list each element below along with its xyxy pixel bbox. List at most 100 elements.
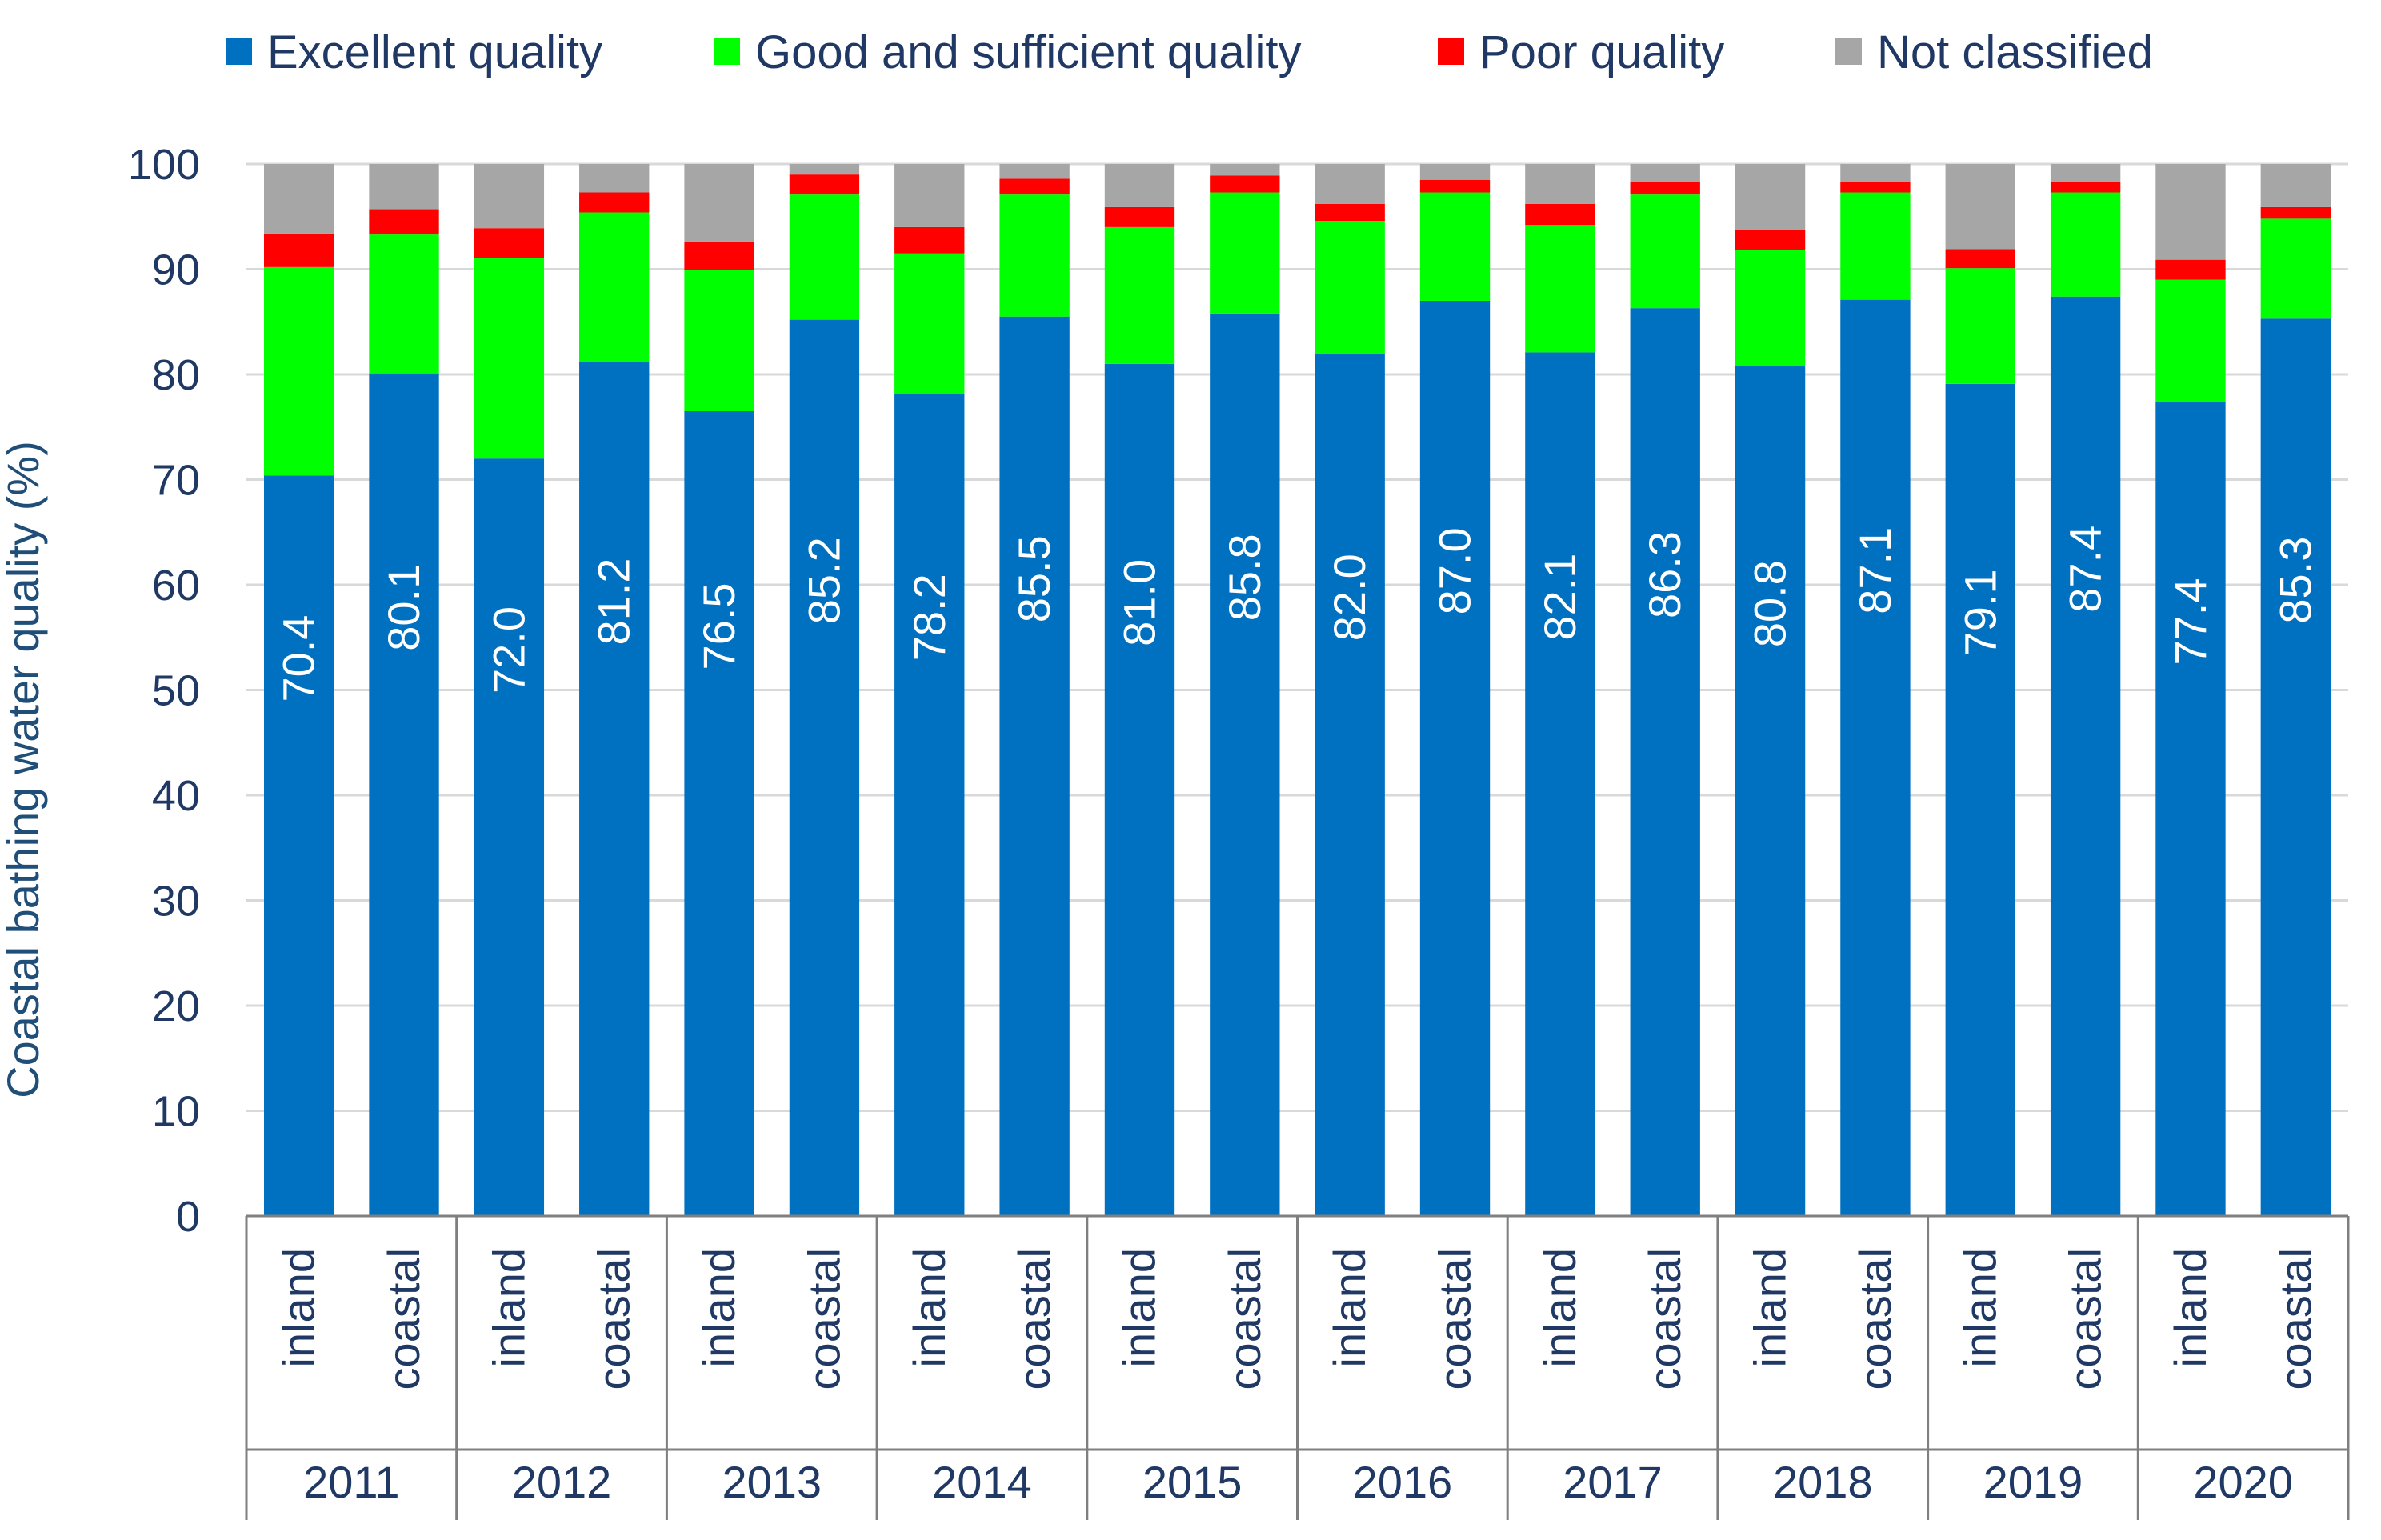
x-category-label: coastal — [1850, 1248, 1900, 1390]
x-category-label: coastal — [1009, 1248, 1059, 1390]
x-category-label: inland — [694, 1248, 744, 1367]
data-label: 81.0 — [1114, 559, 1164, 646]
bar-segment-excellent-quality — [1104, 363, 1175, 1217]
bar-segment-not-classified — [1945, 164, 2015, 250]
legend-swatch — [226, 38, 252, 65]
data-label: 86.3 — [1639, 531, 1690, 618]
bar-segment-not-classified — [1840, 164, 1911, 182]
x-group-label: 2012 — [512, 1457, 612, 1507]
legend-label: Poor quality — [1479, 26, 1724, 78]
y-axis-gridlines — [246, 162, 2348, 1218]
bar-segment-excellent-quality — [1315, 353, 1385, 1217]
x-group-label: 2018 — [1773, 1457, 1873, 1507]
y-tick-label: 20 — [152, 982, 200, 1030]
bar-segment-not-classified — [1210, 164, 1280, 176]
bar-segment-poor-quality — [2260, 206, 2331, 219]
bar-segment-poor-quality — [789, 174, 860, 195]
legend-label: Good and sufficient quality — [755, 26, 1302, 78]
bar-segment-poor-quality — [999, 178, 1070, 195]
x-group-label: 2013 — [722, 1457, 822, 1507]
x-category-label: coastal — [1219, 1248, 1270, 1390]
y-tick-label: 50 — [152, 667, 200, 715]
x-category-label: coastal — [378, 1248, 429, 1390]
bar-segment-good-and-sufficient-quality — [1735, 250, 1806, 366]
y-tick-label: 10 — [152, 1088, 200, 1136]
bar-segment-not-classified — [474, 164, 545, 229]
bar-segment-poor-quality — [1945, 249, 2015, 269]
x-group-label: 2017 — [1563, 1457, 1663, 1507]
bar-segment-poor-quality — [1419, 179, 1491, 193]
x-category-label: coastal — [1639, 1248, 1690, 1390]
bar-segment-not-classified — [1525, 164, 1595, 204]
x-category-label: inland — [1114, 1248, 1164, 1367]
bar-segment-good-and-sufficient-quality — [264, 266, 334, 476]
data-label: 81.2 — [589, 558, 639, 646]
data-label: 85.5 — [1009, 535, 1059, 622]
bar-segment-good-and-sufficient-quality — [369, 234, 439, 374]
legend-swatch — [1835, 38, 1862, 65]
bar-segment-good-and-sufficient-quality — [1630, 194, 1700, 309]
y-tick-label: 90 — [152, 246, 200, 294]
data-label: 87.4 — [2060, 526, 2111, 613]
bar-segment-not-classified — [2155, 164, 2226, 260]
bar-segment-poor-quality — [579, 192, 650, 213]
y-axis-label: Coastal bathing water quality (%) — [0, 441, 48, 1098]
x-category-label: inland — [1745, 1248, 1795, 1367]
data-label: 87.0 — [1430, 527, 1480, 614]
bar-segment-excellent-quality — [1945, 383, 2015, 1217]
bar-segment-good-and-sufficient-quality — [2050, 192, 2121, 297]
data-label: 79.1 — [1955, 569, 2005, 656]
x-category-label: inland — [483, 1248, 534, 1367]
bar-segment-excellent-quality — [2050, 296, 2121, 1217]
bar-segment-poor-quality — [474, 228, 545, 258]
bar-segment-poor-quality — [894, 226, 965, 254]
bar-segment-not-classified — [684, 164, 754, 242]
bar-segment-poor-quality — [264, 233, 334, 267]
y-tick-label: 30 — [152, 878, 200, 926]
bar-segment-not-classified — [999, 164, 1070, 179]
y-tick-label: 0 — [176, 1193, 200, 1241]
data-label: 78.2 — [904, 574, 954, 661]
x-category-label: coastal — [1430, 1248, 1480, 1390]
bar-segment-not-classified — [2260, 164, 2331, 207]
bar-segment-good-and-sufficient-quality — [1840, 192, 1911, 300]
bar-segment-poor-quality — [1840, 182, 1911, 193]
bar-segment-excellent-quality — [2155, 402, 2226, 1216]
data-label: 72.0 — [483, 606, 534, 694]
data-label: 70.4 — [274, 615, 324, 702]
bars: 70.4 80.1 72.0 81.2 76.5 85.2 78.2 85.5 81.0 85.8… — [264, 164, 2331, 1217]
bar-segment-poor-quality — [2050, 182, 2121, 193]
bar-segment-not-classified — [1419, 164, 1491, 180]
data-label: 80.8 — [1745, 560, 1795, 647]
bar-segment-good-and-sufficient-quality — [2155, 279, 2226, 402]
bar-segment-not-classified — [1315, 164, 1385, 204]
legend-label: Excellent quality — [267, 26, 602, 78]
x-category-label: inland — [274, 1248, 324, 1367]
bar-segment-not-classified — [1630, 164, 1700, 182]
bar-segment-excellent-quality — [999, 316, 1070, 1216]
x-group-label: 2015 — [1142, 1457, 1243, 1507]
data-label: 80.1 — [378, 564, 429, 651]
x-group-label: 2014 — [932, 1457, 1032, 1507]
x-category-label: coastal — [798, 1248, 849, 1390]
bar-segment-not-classified — [2050, 164, 2121, 182]
bar-segment-not-classified — [894, 164, 965, 227]
bar-segment-not-classified — [789, 164, 860, 175]
bar-segment-not-classified — [1104, 164, 1175, 207]
bar-segment-good-and-sufficient-quality — [894, 253, 965, 394]
bar-segment-excellent-quality — [1840, 299, 1911, 1216]
bar-segment-good-and-sufficient-quality — [1315, 221, 1385, 354]
bar-segment-excellent-quality — [2260, 318, 2331, 1217]
y-tick-label: 100 — [128, 141, 200, 189]
y-tick-label: 40 — [152, 772, 200, 820]
bar-segment-poor-quality — [1525, 203, 1595, 226]
bar-segment-not-classified — [579, 164, 650, 193]
bar-segment-excellent-quality — [684, 411, 754, 1216]
bar-segment-excellent-quality — [474, 458, 545, 1216]
bar-segment-poor-quality — [1735, 230, 1806, 250]
data-label: 85.3 — [2270, 537, 2320, 624]
x-category-label: inland — [1324, 1248, 1375, 1367]
data-label: 82.1 — [1535, 554, 1585, 641]
bar-segment-poor-quality — [684, 242, 754, 270]
